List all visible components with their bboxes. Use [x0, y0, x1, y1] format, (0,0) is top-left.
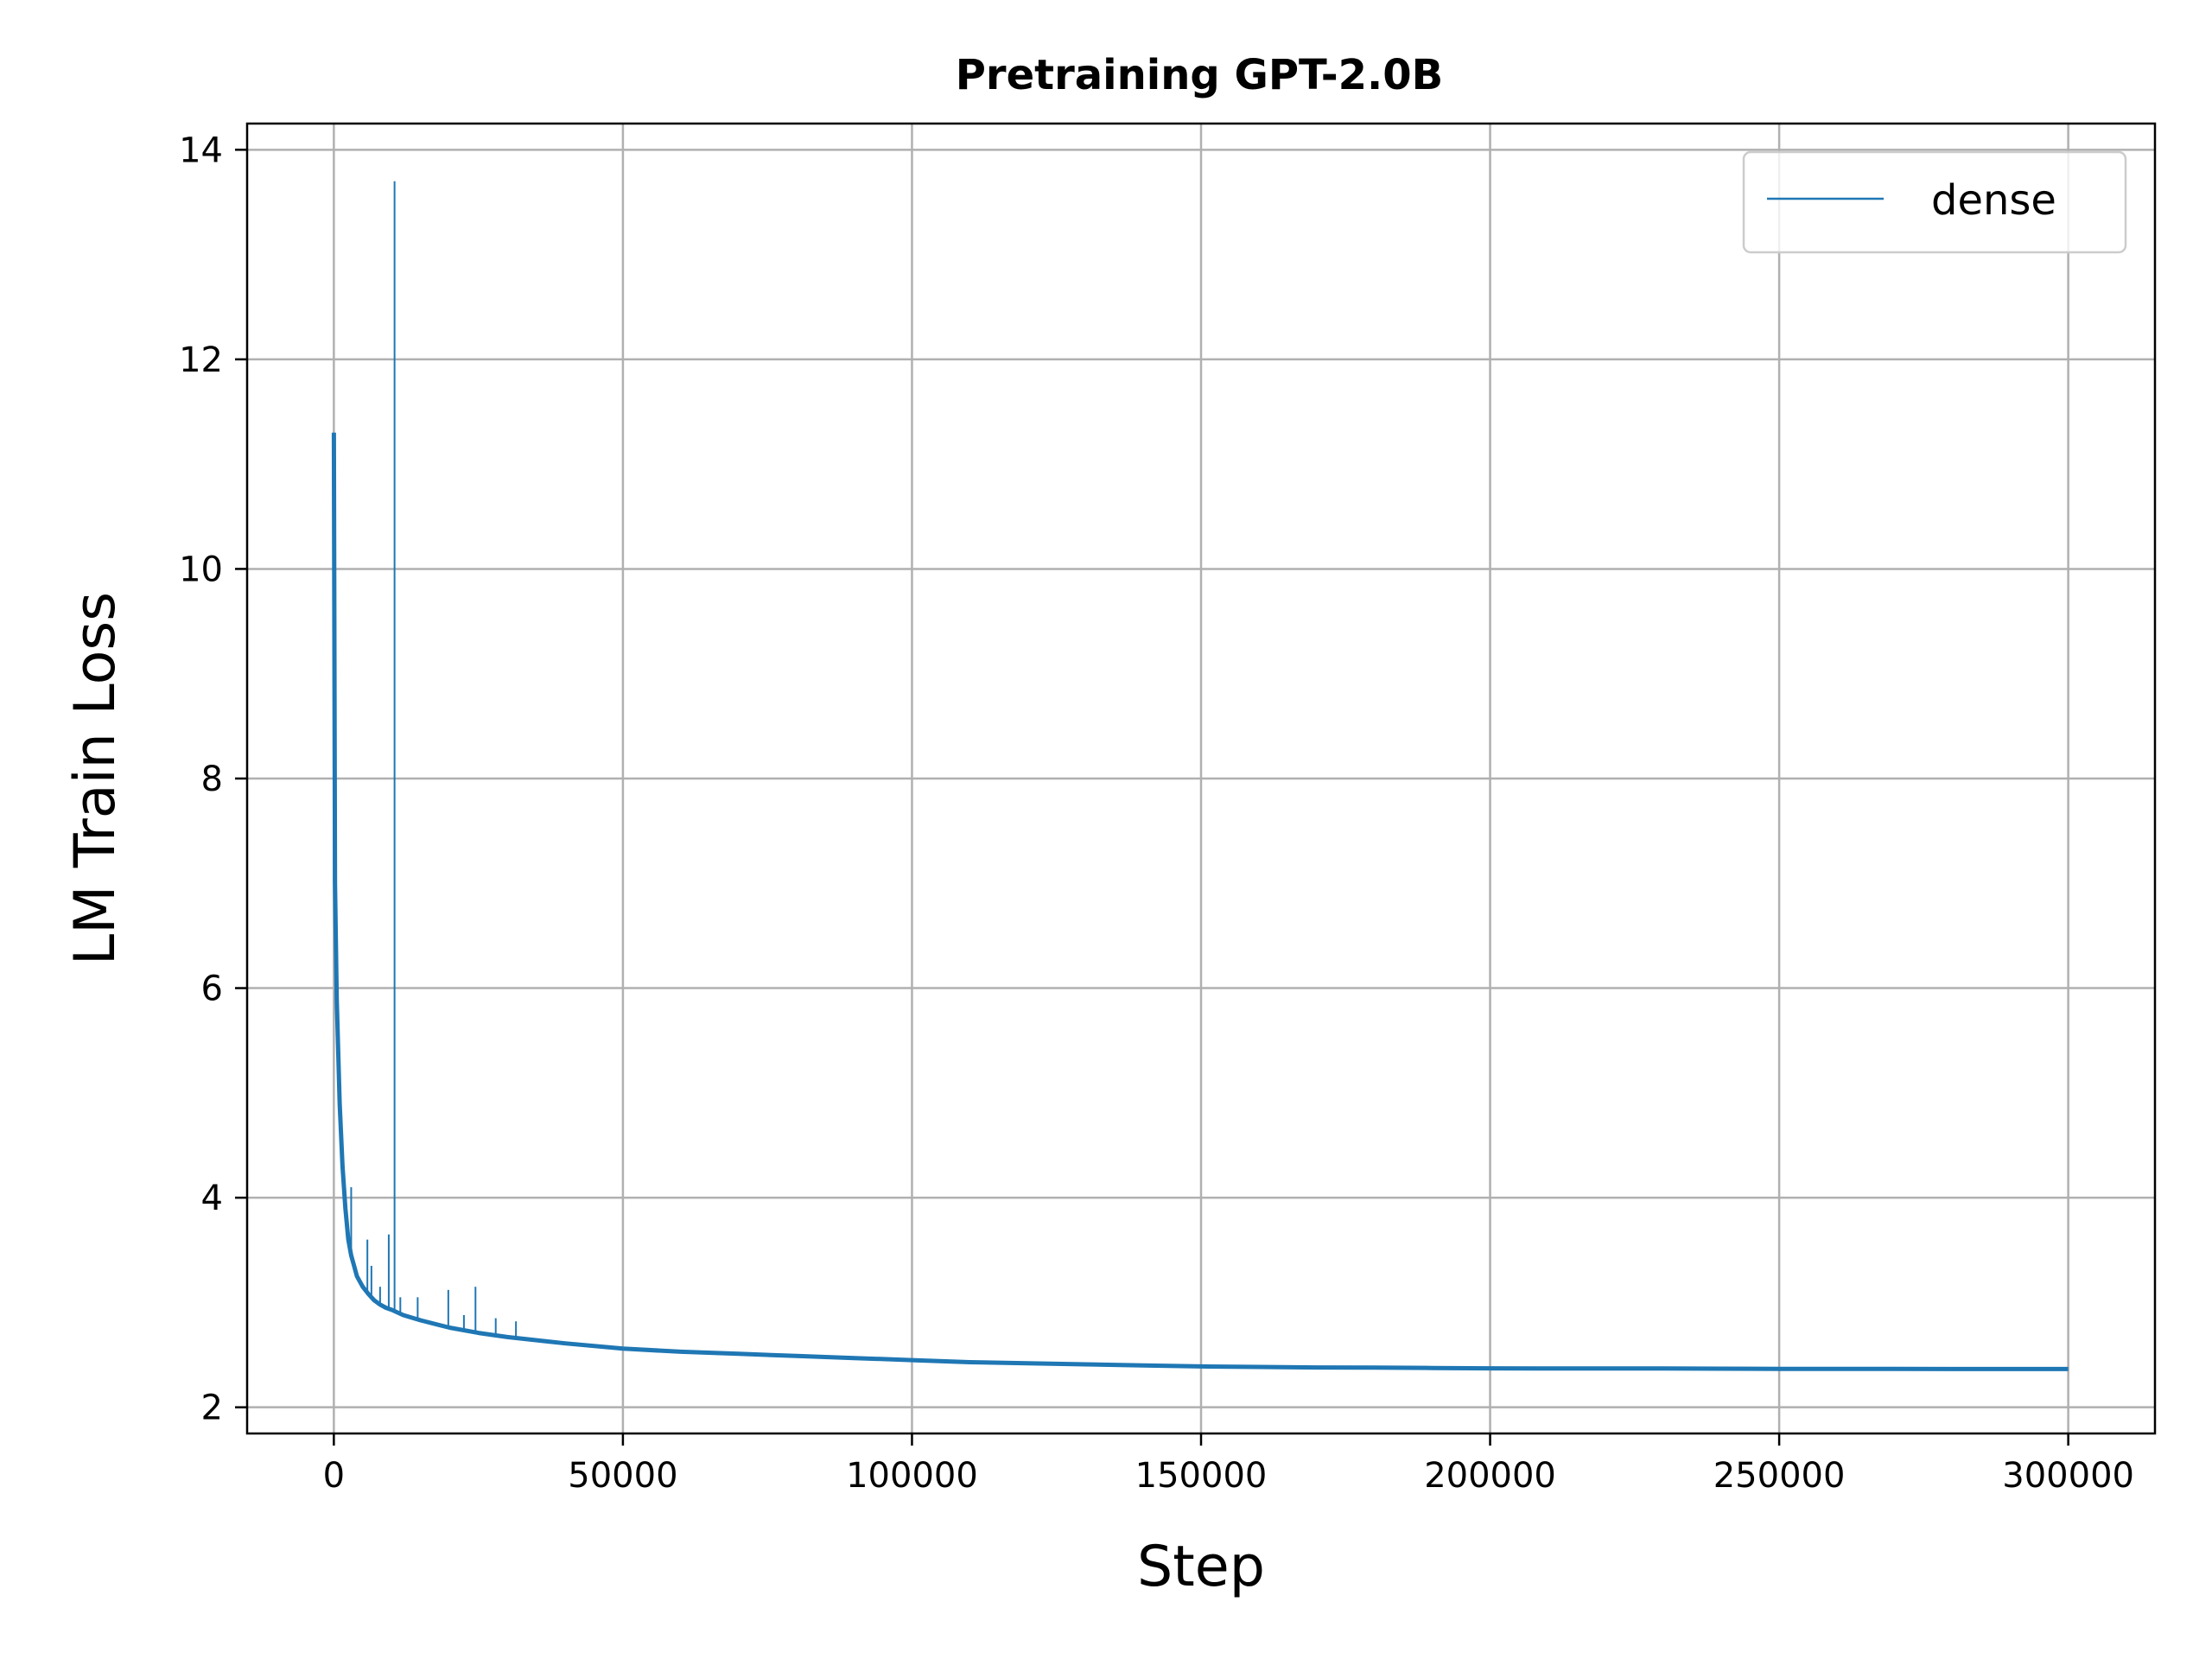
y-tick-label: 14 — [179, 130, 223, 170]
axis-ticks: 0 50000 100000 150000 200000 250000 300000 2 4 6 8… — [179, 130, 2134, 1496]
x-tick-label: 100000 — [846, 1456, 978, 1496]
x-tick-label: 250000 — [1713, 1456, 1846, 1496]
y-tick-label: 6 — [201, 969, 223, 1009]
x-axis-label: Step — [1137, 1535, 1265, 1599]
y-tick-label: 12 — [179, 340, 223, 380]
grid — [247, 124, 2155, 1433]
x-tick-label: 300000 — [2002, 1456, 2134, 1496]
y-axis-label: LM Train Loss — [63, 592, 128, 965]
legend-label-dense: dense — [1931, 176, 2056, 225]
y-tick-label: 10 — [179, 550, 223, 589]
y-tick-label: 4 — [201, 1179, 223, 1218]
legend: dense — [1742, 150, 2127, 254]
x-tick-label: 150000 — [1135, 1456, 1268, 1496]
y-tick-label: 2 — [201, 1389, 223, 1428]
x-tick-label: 50000 — [568, 1456, 677, 1496]
dense-series-line — [331, 432, 2069, 1371]
x-tick-label: 0 — [323, 1456, 345, 1496]
legend-box — [1742, 150, 2127, 254]
x-tick-label: 200000 — [1424, 1456, 1556, 1496]
y-tick-label: 8 — [201, 760, 223, 799]
chart-title: Pretraining GPT-2.0B — [956, 51, 1444, 99]
